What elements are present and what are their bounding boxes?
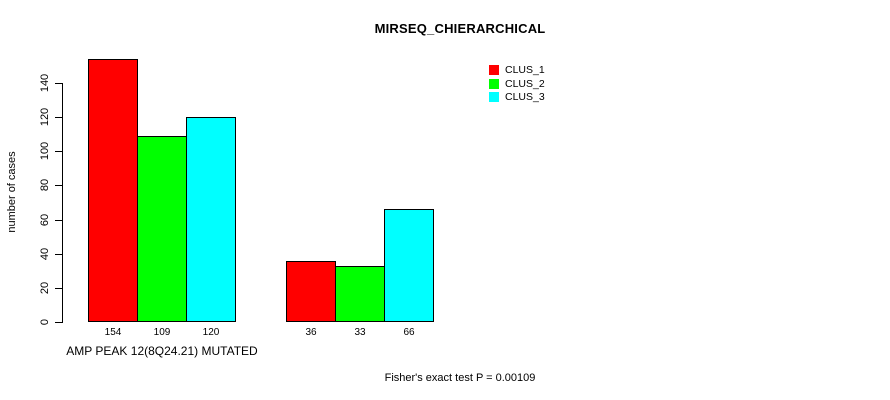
y-tick-label: 40 (39, 247, 51, 260)
y-tick-label: 140 (39, 73, 51, 93)
y-tick-label: 120 (39, 107, 51, 127)
bar-clus_2-group1 (137, 136, 187, 322)
y-tick-label: 100 (39, 142, 51, 161)
y-tick (55, 117, 62, 119)
bar-value-label: 109 (153, 327, 171, 338)
y-tick-label: 80 (39, 179, 51, 192)
y-tick (55, 151, 62, 153)
bar-value-label: 36 (305, 327, 317, 338)
y-axis-label: number of cases (6, 151, 18, 233)
bar-clus_3-group2 (384, 209, 434, 322)
legend-label: CLUS_2 (505, 77, 545, 90)
x-axis-label: AMP PEAK 12(8Q24.21) MUTATED (66, 344, 258, 358)
y-tick (55, 322, 62, 323)
y-tick (55, 287, 62, 289)
y-tick-label: 20 (39, 281, 51, 294)
y-tick-label: 0 (39, 318, 51, 326)
y-tick-label: 60 (39, 213, 51, 226)
bar-value-label: 33 (354, 327, 366, 338)
bar-clus_3-group1 (186, 117, 236, 322)
chart-title: MIRSEQ_CHIERARCHICAL (374, 21, 546, 36)
bar-value-label: 154 (104, 327, 122, 338)
legend-swatch-clus_2 (489, 78, 499, 89)
bar-clus_1-group1 (88, 59, 138, 322)
y-tick (55, 253, 62, 255)
y-tick (55, 83, 62, 84)
legend-label: CLUS_1 (505, 64, 545, 76)
legend-swatch-clus_1 (489, 65, 499, 75)
bar-clus_2-group2 (335, 266, 385, 322)
legend-swatch-clus_3 (489, 92, 499, 102)
bar-value-label: 66 (403, 327, 415, 338)
fisher-test-annotation: Fisher's exact test P = 0.00109 (384, 372, 536, 384)
legend-label: CLUS_3 (505, 91, 545, 103)
bar-clus_1-group2 (286, 261, 336, 322)
bar-value-label: 120 (202, 327, 220, 338)
y-axis-line (62, 83, 63, 323)
y-tick (55, 185, 62, 187)
y-tick (55, 219, 62, 221)
